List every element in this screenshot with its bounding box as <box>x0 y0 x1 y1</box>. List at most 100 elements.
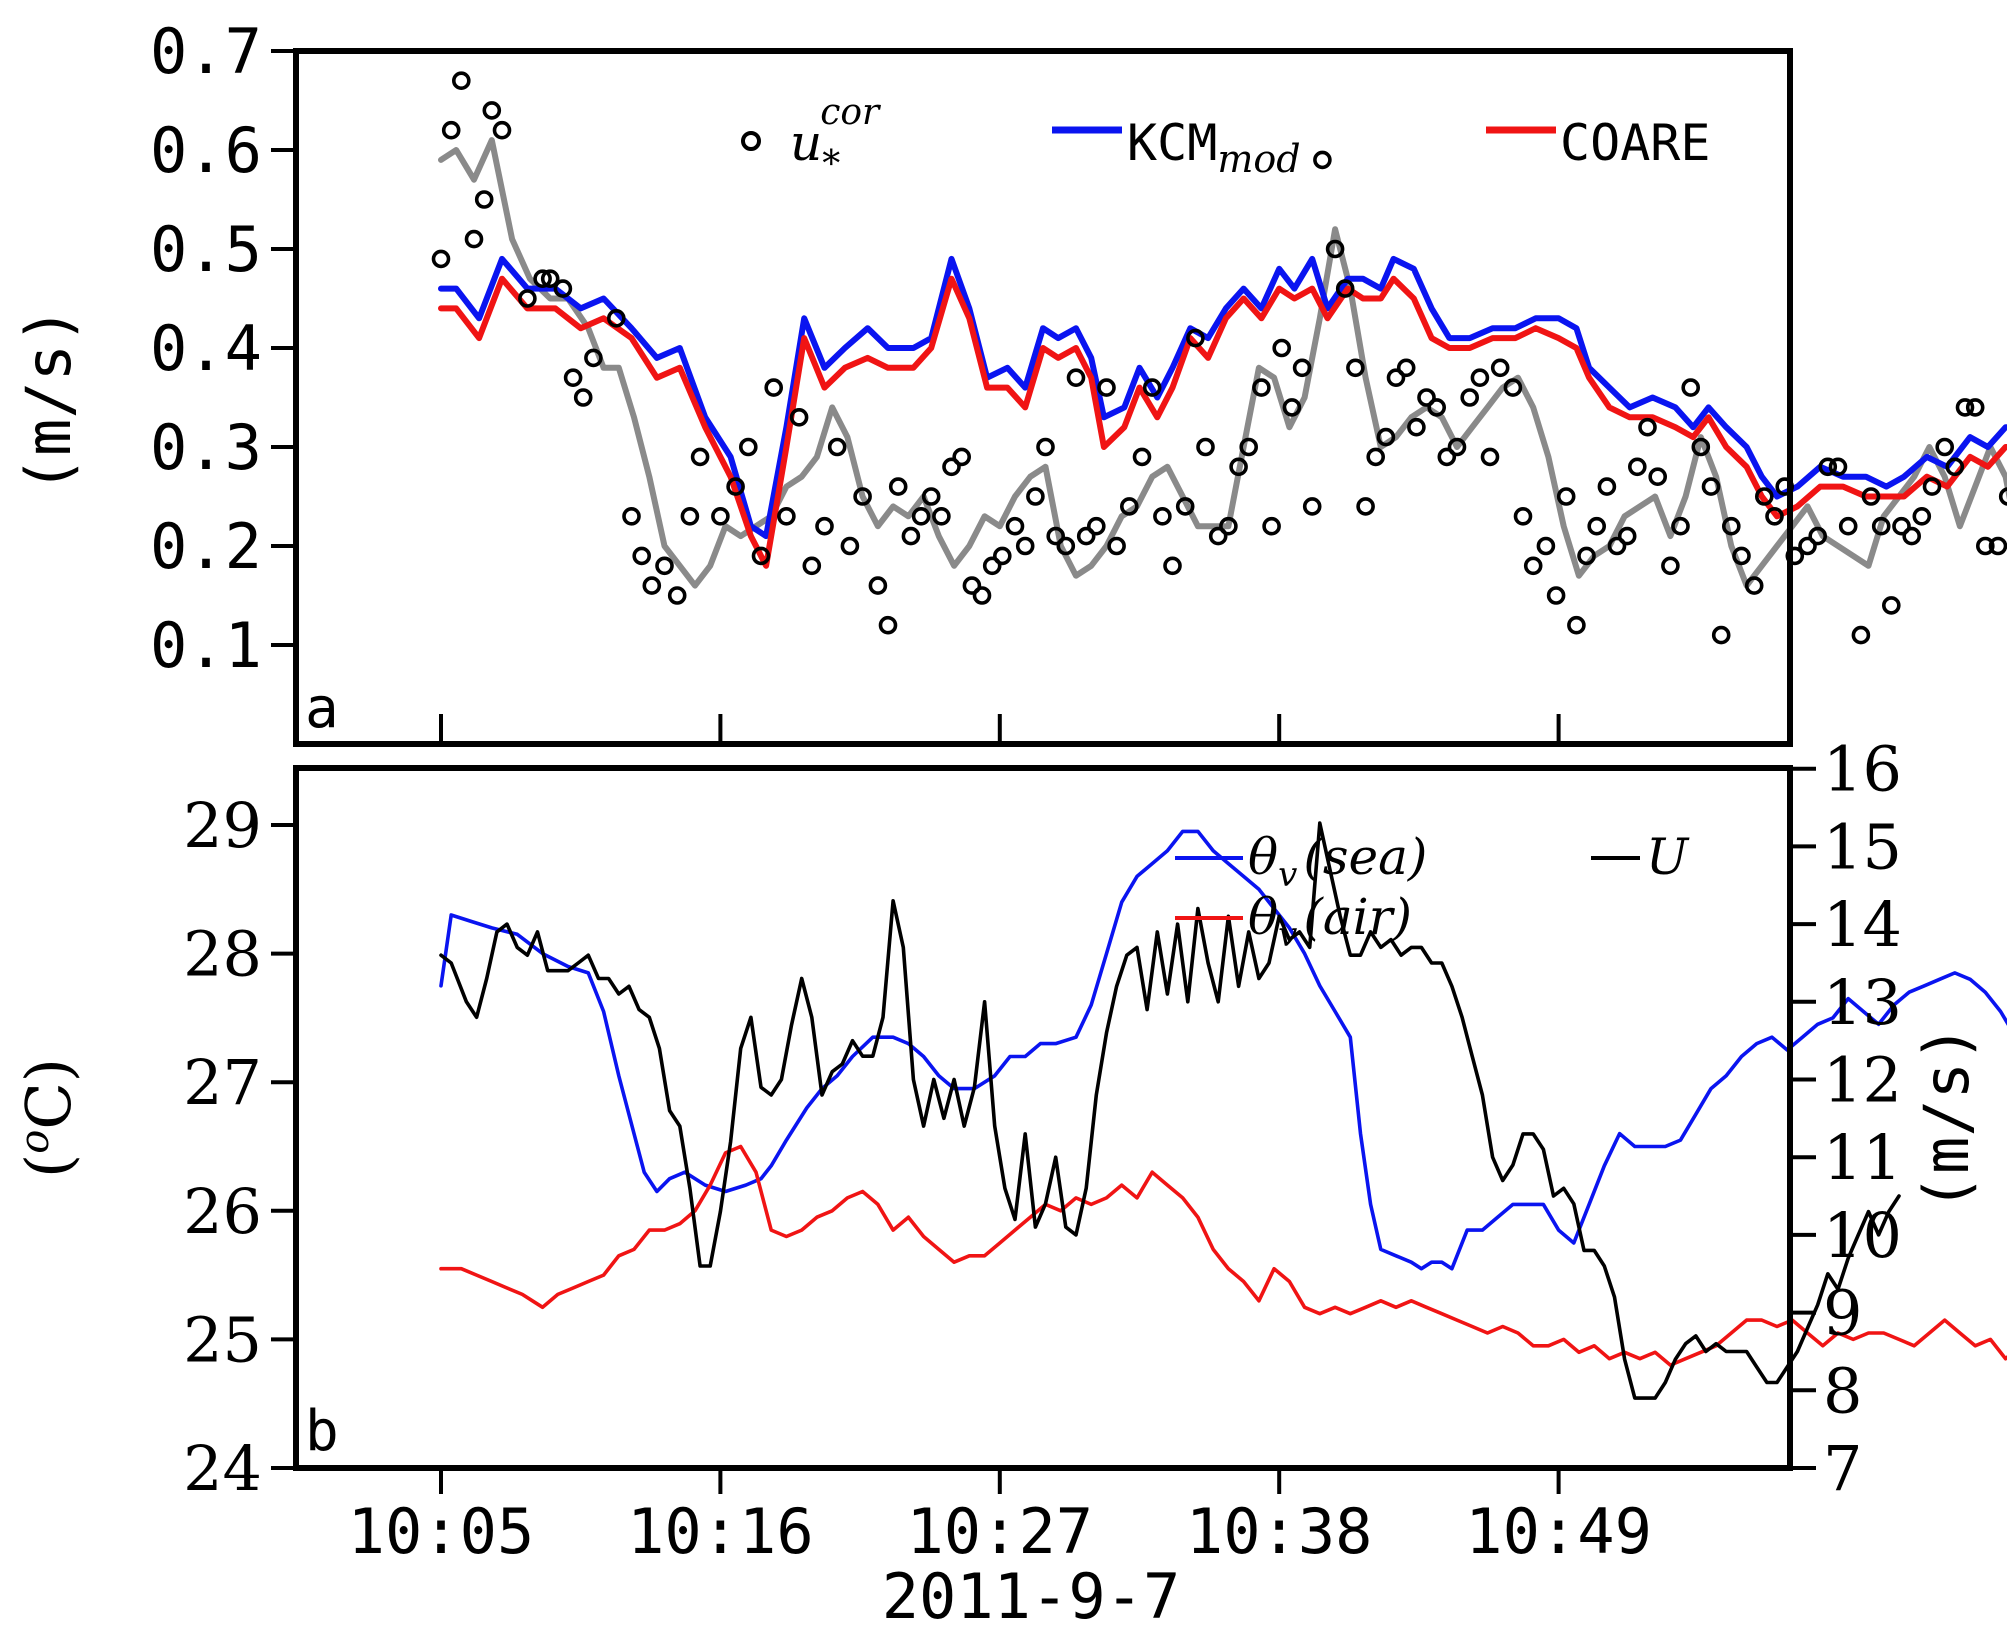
ustar-cor-point <box>853 487 872 506</box>
ustar-cor-point <box>1691 437 1711 457</box>
ustar-cor-point <box>1838 516 1858 536</box>
ustar-cor-point <box>1335 279 1355 298</box>
panel-a-y-ticks: 0.1 0.2 0.3 0.4 0.5 0.6 0.7 <box>150 15 296 682</box>
right-ytick-label: 12 <box>1823 1044 1902 1117</box>
ustar-cor-point <box>932 506 951 526</box>
right-ytick-label: 14 <box>1823 888 1902 961</box>
ustar-cor-point <box>1066 368 1086 388</box>
ustar-cor-point <box>622 506 641 526</box>
ustar-cor-point <box>738 437 758 457</box>
ustar-cor-point <box>1523 556 1543 576</box>
ustar-cor-point <box>1722 516 1741 536</box>
ustar-cor-point <box>1755 487 1774 506</box>
ustar-cor-point <box>1798 536 1817 556</box>
panel-b-label: b <box>305 1399 339 1464</box>
right-ytick-label: 16 <box>1823 733 1902 806</box>
ustar-cor-point <box>827 437 847 457</box>
panel-b-legend: θv (sea) θv (air) U <box>1175 828 1690 955</box>
ustar-cor-point <box>952 447 972 467</box>
ustar-cor-point <box>1732 546 1751 566</box>
ustar-cor-point <box>1087 516 1106 536</box>
ustar-cor-point <box>1648 467 1667 487</box>
right-ytick-label: 11 <box>1823 1121 1902 1194</box>
ustar-cor-point <box>1005 516 1025 536</box>
ustar-cor-point <box>1965 398 1985 417</box>
panel-b-frame <box>293 765 1793 1471</box>
right-ytick-label: 8 <box>1823 1354 1862 1427</box>
legend-coare-label: COARE <box>1560 114 1711 172</box>
ustar-cor-point <box>606 308 626 328</box>
ustar-cor-point <box>1396 358 1416 378</box>
ustar-cor-point <box>764 378 784 397</box>
ytick-label: 0.6 <box>150 114 262 187</box>
series-running-mean-of-u-cor-segment-1 <box>438 137 2007 589</box>
ustar-cor-point <box>1163 556 1182 576</box>
ustar-cor-point <box>1902 526 1921 546</box>
ustar-cor-point <box>1628 457 1647 477</box>
ustar-cor-point <box>1711 625 1731 645</box>
ustar-cor-point <box>563 368 583 388</box>
series-wind-speed-u-segment-1 <box>439 821 1901 1400</box>
ustar-cor-point <box>1175 497 1195 516</box>
ustar-cor-point <box>1638 417 1657 437</box>
ustar-cor-point <box>815 516 834 536</box>
xtick-label: 10:27 <box>906 1495 1093 1568</box>
xtick-label: 10:16 <box>627 1495 814 1568</box>
ustar-cor-point <box>1577 546 1596 566</box>
ytick-label: 0.1 <box>150 609 262 682</box>
ustar-cor-point <box>1153 506 1172 526</box>
panel-b-left-y-axis-label: (oC) <box>12 1058 85 1178</box>
ustar-cor-point <box>962 576 982 595</box>
ustar-cor-point <box>1567 615 1586 635</box>
ustar-cor-point <box>1302 497 1322 516</box>
ytick-label: 0.3 <box>150 411 262 484</box>
ustar-cor-point <box>992 546 1012 566</box>
ustar-cor-point <box>441 120 461 140</box>
ustar-cor-point <box>1292 358 1312 378</box>
ustar-cor-point <box>1196 437 1215 457</box>
ustar-cor-point <box>540 269 560 289</box>
ustar-cor-point <box>789 407 809 427</box>
ustar-cor-point <box>431 249 451 269</box>
ustar-cor-point <box>451 71 471 90</box>
panel-a: 0.1 0.2 0.3 0.4 0.5 0.6 0.7 a (m/s) u*cor KCMm… <box>12 15 2007 747</box>
ustar-cor-point <box>474 190 494 209</box>
ustar-cor-point <box>1882 596 1901 615</box>
legend-sea-label: θv (sea) <box>1248 828 1427 895</box>
panel-a-label: a <box>305 676 339 741</box>
panel-a-legend: u*cor KCMmod COARE <box>741 92 1711 185</box>
ustar-cor-point <box>1945 457 1965 477</box>
ustar-cor-point <box>1871 516 1891 536</box>
ustar-cor-point <box>1546 586 1566 605</box>
ustar-cor-point <box>1036 437 1055 457</box>
ustar-cor-point <box>464 229 484 249</box>
ustar-cor-point <box>1142 378 1162 397</box>
ustar-cor-point <box>584 348 603 368</box>
ustar-cor-point <box>1437 447 1457 467</box>
ustar-cor-point <box>1366 447 1385 467</box>
ustar-cor-point <box>1513 506 1533 526</box>
ustar-cor-point <box>1407 417 1426 437</box>
legend-ustar-label: u*cor <box>790 92 881 185</box>
ustar-cor-point <box>1262 516 1281 536</box>
ustar-cor-point <box>690 447 710 467</box>
series-theta-v-sea-segment-1 <box>439 829 2007 1271</box>
panel-a-x-ticks <box>439 714 1561 744</box>
ustar-cor-point <box>1935 437 1954 457</box>
ustar-cor-point <box>1219 516 1238 536</box>
ustar-cor-point <box>1536 536 1556 556</box>
ustar-cor-point <box>1617 526 1637 546</box>
xtick-label: 10:38 <box>1186 1495 1373 1568</box>
ustar-cor-point <box>667 586 687 605</box>
ustar-cor-point <box>573 388 593 407</box>
ustar-cor-point <box>1818 457 1838 477</box>
ustar-cor-point <box>711 506 730 526</box>
ustar-cor-point <box>972 586 992 605</box>
ustar-cor-point <box>921 487 941 506</box>
ustar-cor-point <box>1988 536 2007 556</box>
ustar-cor-point <box>1427 398 1446 417</box>
ustar-cor-point <box>1076 526 1096 546</box>
right-ytick-label: 13 <box>1823 966 1902 1039</box>
